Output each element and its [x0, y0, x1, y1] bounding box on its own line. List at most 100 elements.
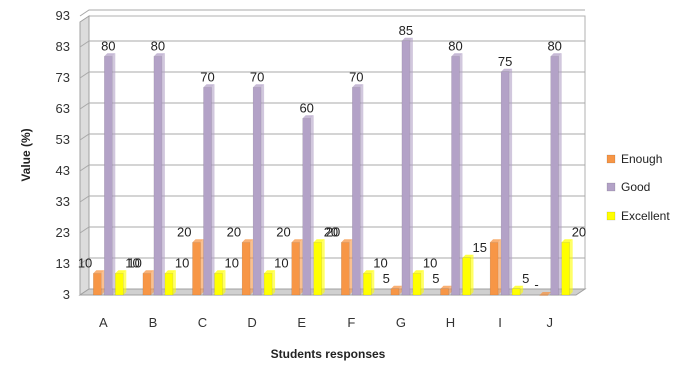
- legend-item-good: Good: [606, 180, 650, 194]
- gridline: [79, 164, 585, 172]
- bar-good-g: [401, 37, 413, 296]
- bar-excellent-a: [115, 270, 127, 296]
- y-tick-label: 53: [56, 132, 70, 147]
- data-label: 75: [498, 54, 512, 69]
- bar-good-d: [252, 84, 265, 296]
- x-tick-label: J: [546, 315, 553, 330]
- x-axis-ticks: A B C D E F G H I J: [99, 315, 553, 330]
- bar-enough-j: [539, 292, 551, 296]
- y-tick-label: 43: [56, 163, 70, 178]
- data-label: 5: [432, 271, 439, 286]
- y-tick-label: 23: [56, 225, 70, 240]
- gridline: [79, 9, 585, 17]
- y-tick-label: 73: [56, 70, 70, 85]
- x-tick-label: G: [396, 315, 406, 330]
- legend-label: Enough: [621, 152, 662, 166]
- y-axis-title: Value (%): [19, 128, 33, 181]
- bar-excellent-i: [511, 285, 524, 296]
- bar-good-j: [550, 53, 562, 296]
- bar-good-f: [352, 84, 364, 296]
- bar-good-a: [104, 53, 116, 296]
- data-label: 80: [547, 38, 561, 53]
- bar-enough-e: [291, 239, 303, 296]
- x-tick-label: H: [446, 315, 455, 330]
- bar-excellent-e: [313, 239, 325, 296]
- gridlines: [79, 9, 585, 265]
- gridline: [79, 257, 585, 265]
- bars: [93, 37, 573, 296]
- data-label: 10: [125, 255, 139, 270]
- data-label: 10: [423, 255, 437, 270]
- data-label: 5: [522, 271, 529, 286]
- bar-enough-g: [390, 285, 402, 296]
- y-tick-label: 93: [56, 8, 70, 23]
- bar-good-b: [153, 53, 165, 296]
- x-axis-title: Students responses: [271, 347, 386, 361]
- bar-good-i: [500, 68, 513, 296]
- data-label: 20: [276, 224, 290, 239]
- data-labels: 1080101080102070102070102060202070105851…: [78, 23, 586, 292]
- gridline: [79, 71, 585, 79]
- data-label: 60: [299, 100, 313, 115]
- data-label: 15: [473, 240, 487, 255]
- data-label: 85: [399, 23, 413, 38]
- data-label: 10: [78, 255, 92, 270]
- bar-excellent-j: [561, 239, 573, 296]
- side-wall: [79, 15, 90, 296]
- bar-good-c: [203, 84, 215, 296]
- y-axis-ticks: 3 13 23 33 43 53 63 73 83 93: [56, 8, 70, 302]
- data-label: 10: [373, 255, 387, 270]
- bar-enough-c: [192, 239, 204, 296]
- data-label: 5: [383, 271, 390, 286]
- data-label: 70: [349, 69, 363, 84]
- bar-enough-a: [93, 270, 105, 296]
- data-label: 80: [101, 38, 115, 53]
- gridline: [79, 195, 585, 203]
- bar-good-h: [451, 53, 463, 296]
- bar-excellent-d: [263, 270, 276, 296]
- gridline: [79, 133, 585, 141]
- data-label: 10: [274, 255, 288, 270]
- data-label: 70: [200, 69, 214, 84]
- bar-excellent-c: [214, 270, 226, 296]
- x-tick-label: C: [198, 315, 207, 330]
- x-tick-label: D: [247, 315, 256, 330]
- legend: Enough Good Excellent: [606, 152, 670, 223]
- bar-excellent-f: [363, 270, 375, 296]
- x-tick-label: E: [297, 315, 306, 330]
- data-label: -: [534, 277, 538, 292]
- gridline: [79, 102, 585, 110]
- x-tick-label: A: [99, 315, 108, 330]
- y-tick-label: 33: [56, 194, 70, 209]
- bar-enough-d: [241, 239, 254, 296]
- legend-swatch: [606, 211, 616, 221]
- data-label: 10: [175, 255, 189, 270]
- bar-excellent-b: [164, 270, 176, 296]
- y-tick-label: 63: [56, 101, 70, 116]
- legend-item-excellent: Excellent: [606, 209, 670, 223]
- x-tick-label: F: [347, 315, 355, 330]
- bar-enough-b: [142, 270, 154, 296]
- legend-item-enough: Enough: [606, 152, 662, 166]
- data-label: 10: [225, 255, 239, 270]
- gridline: [79, 40, 585, 48]
- legend-swatch: [606, 182, 616, 192]
- bar-good-e: [302, 115, 314, 296]
- gridline: [79, 226, 585, 234]
- data-label: 20: [326, 224, 340, 239]
- y-tick-label: 3: [63, 287, 70, 302]
- data-label: 20: [177, 224, 191, 239]
- legend-swatch: [606, 154, 616, 164]
- y-tick-label: 13: [56, 256, 70, 271]
- bar-excellent-h: [462, 254, 474, 296]
- x-tick-label: I: [498, 315, 502, 330]
- x-tick-label: B: [149, 315, 158, 330]
- legend-label: Excellent: [621, 209, 670, 223]
- data-label: 20: [227, 224, 241, 239]
- bar-enough-i: [489, 239, 502, 296]
- data-label: 10: [127, 255, 141, 270]
- data-label: 80: [151, 38, 165, 53]
- data-label: 70: [250, 69, 264, 84]
- y-tick-label: 83: [56, 39, 70, 54]
